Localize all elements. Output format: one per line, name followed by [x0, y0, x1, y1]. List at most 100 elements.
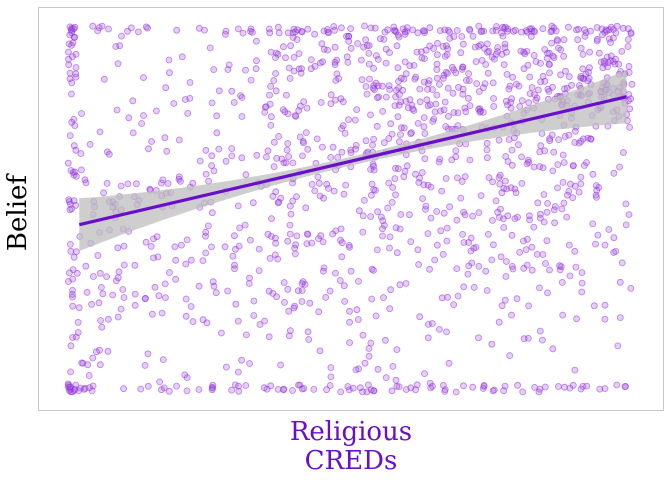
scatter-point — [601, 385, 609, 393]
scatter-point — [559, 178, 567, 186]
scatter-point — [416, 98, 424, 106]
scatter-point — [69, 290, 76, 298]
scatter-point — [443, 237, 451, 245]
scatter-point — [444, 113, 452, 120]
scatter-point — [315, 179, 323, 187]
scatter-point — [67, 247, 75, 255]
scatter-point — [90, 273, 97, 280]
scatter-point — [65, 196, 73, 204]
scatter-point — [374, 208, 382, 216]
scatter-point — [443, 224, 451, 232]
scatter-point — [238, 356, 246, 364]
scatter-point — [436, 155, 444, 163]
scatter-point — [546, 135, 554, 143]
scatter-point — [319, 58, 327, 66]
scatter-point — [345, 386, 353, 394]
scatter-point — [472, 243, 480, 251]
scatter-point — [320, 27, 328, 35]
scatter-point — [551, 203, 559, 210]
scatter-point — [372, 312, 380, 320]
scatter-point — [369, 141, 376, 149]
scatter-point — [320, 45, 328, 53]
scatter-point — [589, 220, 597, 228]
scatter-point — [105, 150, 113, 158]
scatter-point — [557, 46, 565, 54]
scatter-point — [109, 291, 117, 299]
scatter-point — [327, 373, 335, 381]
scatter-point — [410, 62, 418, 69]
scatter-point — [360, 196, 368, 204]
scatter-point — [202, 249, 210, 257]
scatter-point — [229, 252, 237, 260]
scatter-point — [316, 347, 324, 355]
scatter-point — [368, 180, 376, 188]
scatter-point — [508, 262, 516, 270]
scatter-point — [261, 317, 269, 325]
scatter-point — [353, 306, 361, 314]
scatter-point — [275, 29, 283, 37]
scatter-point — [148, 138, 156, 145]
scatter-point — [280, 279, 288, 286]
scatter-point — [587, 135, 595, 143]
scatter-point — [414, 29, 422, 37]
scatter-point — [490, 103, 498, 110]
scatter-point — [338, 125, 345, 132]
scatter-point — [370, 387, 378, 395]
scatter-point — [73, 269, 81, 277]
scatter-point — [300, 98, 308, 105]
scatter-point — [331, 96, 339, 104]
scatter-point — [142, 23, 150, 31]
scatter-point — [236, 224, 244, 232]
scatter-point — [615, 60, 623, 68]
scatter-point — [89, 354, 97, 362]
scatter-point — [347, 267, 355, 275]
scatter-point — [361, 359, 369, 367]
scatter-point — [470, 283, 478, 291]
scatter-point — [217, 329, 225, 337]
scatter-point — [347, 44, 355, 52]
scatter-point — [565, 241, 573, 249]
scatter-point — [352, 141, 360, 149]
scatter-point — [114, 313, 122, 321]
scatter-point — [605, 226, 613, 233]
scatter-point — [113, 106, 121, 114]
scatter-point — [67, 167, 75, 174]
scatter-point — [625, 36, 632, 43]
scatter-point — [129, 97, 137, 105]
scatter-point — [518, 179, 526, 187]
scatter-point — [520, 335, 528, 343]
scatter-point — [159, 176, 167, 184]
scatter-point — [414, 120, 422, 127]
scatter-point — [400, 173, 408, 181]
scatter-point — [528, 266, 536, 274]
scatter-point — [454, 292, 462, 300]
scatter-point — [387, 286, 395, 294]
scatter-point — [495, 213, 503, 221]
scatter-point — [187, 256, 195, 264]
scatter-point — [465, 70, 473, 78]
scatter-point — [330, 187, 338, 195]
scatter-point — [387, 120, 395, 128]
scatter-point — [466, 156, 474, 164]
scatter-point — [300, 139, 307, 147]
scatter-point — [354, 316, 362, 323]
scatter-point — [469, 212, 477, 220]
scatter-point — [93, 348, 100, 356]
scatter-point — [577, 385, 585, 393]
scatter-point — [230, 232, 238, 240]
scatter-point — [213, 129, 221, 137]
scatter-point — [125, 114, 133, 122]
scatter-point — [512, 189, 520, 197]
scatter-point — [385, 135, 393, 142]
scatter-point — [446, 203, 454, 211]
scatter-point — [94, 252, 102, 259]
scatter-point — [89, 382, 97, 390]
scatter-point — [571, 127, 579, 135]
scatter-point — [228, 152, 236, 160]
scatter-point — [177, 241, 185, 249]
scatter-point — [221, 243, 229, 251]
scatter-point — [388, 130, 396, 138]
scatter-point — [501, 44, 509, 52]
scatter-point — [285, 64, 293, 72]
scatter-point — [501, 382, 509, 390]
